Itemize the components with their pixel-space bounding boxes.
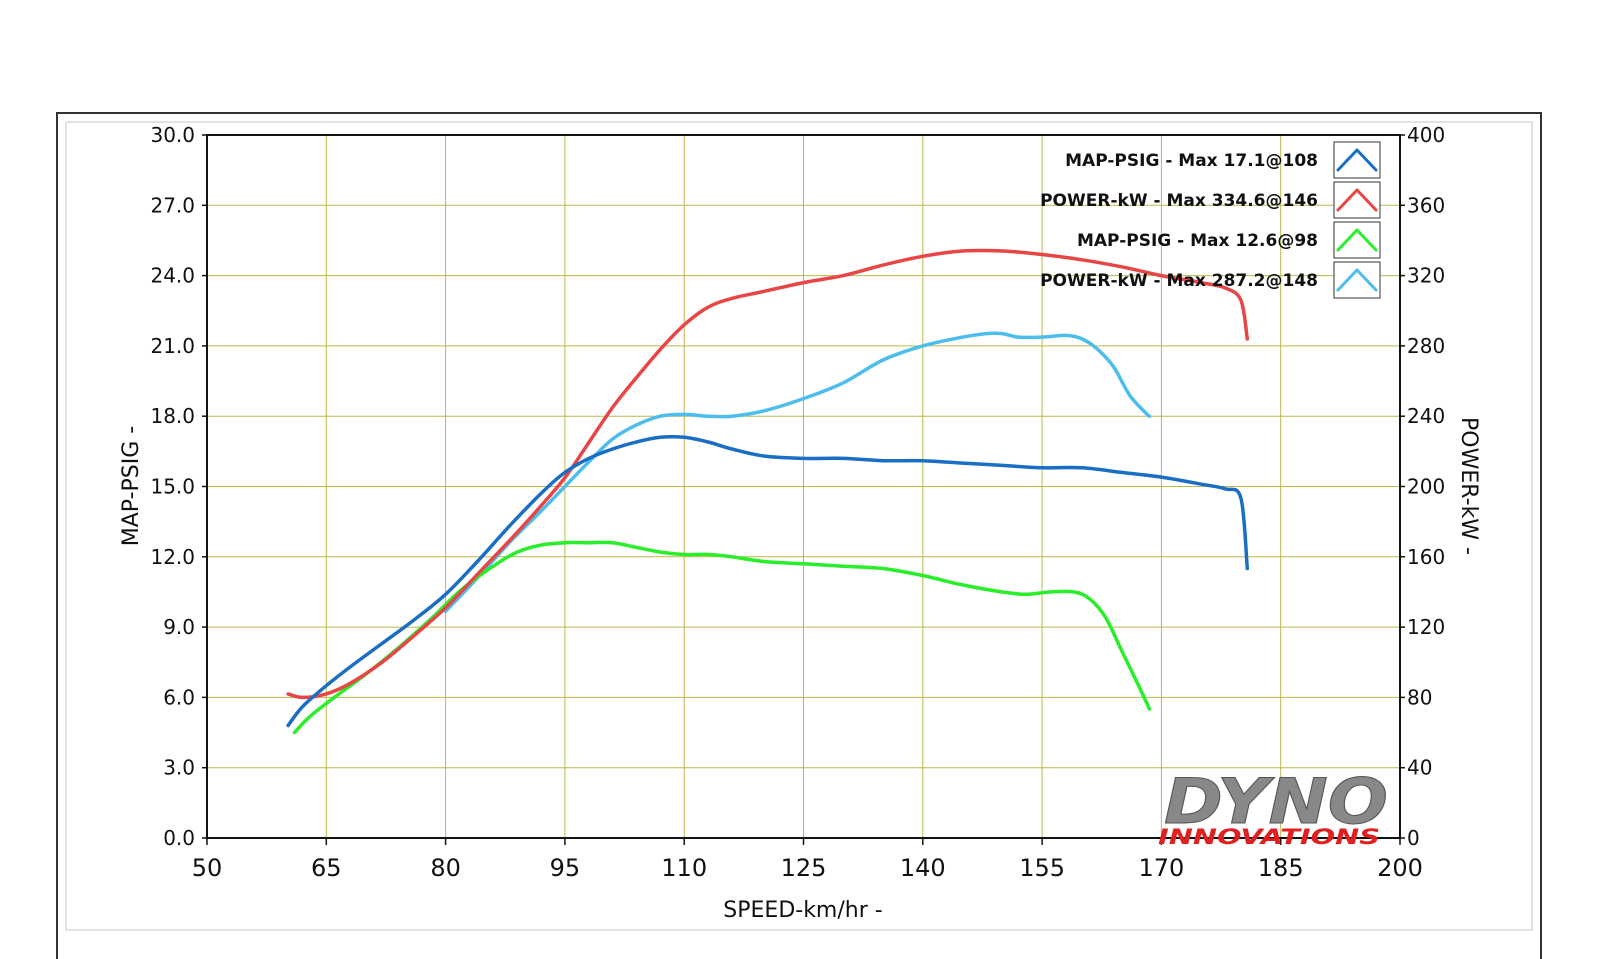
y-right-tick-label: 40 [1407,756,1432,780]
x-tick-label: 155 [1019,854,1065,882]
logo-innovations-text: INNOVATIONS [1158,825,1380,849]
y-left-tick-label: 30.0 [150,123,195,147]
y-right-tick-label: 360 [1407,193,1445,217]
y-left-tick-label: 9.0 [163,615,195,639]
series-line-3 [292,540,1152,735]
x-tick-label: 125 [781,854,827,882]
x-tick-label: 185 [1258,854,1304,882]
y-left-tick-label: 15.0 [150,475,195,499]
legend: MAP-PSIG - Max 17.1@108 POWER-kW - Max 33… [1040,141,1381,299]
x-tick-label: 95 [550,854,581,882]
legend-swatch-box [1333,181,1381,219]
dyno-innovations-logo: DYNO INNOVATIONS [1158,765,1389,850]
x-axis-title: SPEED-km/hr - [723,898,882,923]
legend-label: POWER-kW - Max 287.2@148 [1040,271,1318,291]
legend-swatch-line [1336,228,1378,252]
x-tick-label: 80 [430,854,461,882]
y-left-tick-label: 3.0 [163,756,195,780]
x-tick-label: 140 [900,854,946,882]
y-left-axis-title: MAP-PSIG - [119,426,144,546]
y-right-tick-label: 80 [1407,685,1432,709]
legend-swatch-box [1333,221,1381,259]
y-left-tick-label: 18.0 [150,404,195,428]
x-tick-label: 110 [661,854,707,882]
axes: 50 65 80 95 110 125 140 155 170 185 200 0.0 3.0 6.0 9.… [150,123,1445,882]
series-line-1 [286,434,1250,728]
legend-swatch-box [1333,141,1381,179]
legend-swatch-box [1333,261,1381,299]
y-right-tick-label: 200 [1407,475,1445,499]
x-tick-label: 65 [311,854,342,882]
y-left-tick-label: 24.0 [150,264,195,288]
y-right-axis-title: POWER-kW - [1456,417,1481,555]
x-tick-label: 170 [1138,854,1184,882]
series-lines [286,248,1250,735]
series-line-4 [443,331,1152,614]
legend-label: MAP-PSIG - Max 17.1@108 [1065,151,1318,171]
y-left-tick-label: 0.0 [163,826,195,850]
legend-label: MAP-PSIG - Max 12.6@98 [1077,231,1318,251]
legend-swatch-line [1336,268,1378,292]
y-left-tick-label: 12.0 [150,545,195,569]
legend-swatch-line [1336,188,1378,212]
y-right-tick-label: 0 [1407,826,1420,850]
x-tick-label: 50 [192,854,223,882]
y-right-tick-label: 240 [1407,404,1445,428]
x-tick-label: 200 [1377,854,1423,882]
y-right-tick-label: 400 [1407,123,1445,147]
y-right-tick-label: 320 [1407,264,1445,288]
y-left-tick-label: 27.0 [150,193,195,217]
y-left-tick-label: 6.0 [163,685,195,709]
logo-dyno-text: DYNO [1164,765,1388,838]
inner-frame [65,121,1533,931]
y-right-tick-label: 120 [1407,615,1445,639]
y-left-tick-label: 21.0 [150,334,195,358]
legend-label: POWER-kW - Max 334.6@146 [1040,191,1318,211]
legend-swatch-line [1336,148,1378,172]
series-line-2 [286,248,1250,700]
grid [207,135,1400,838]
y-right-tick-label: 280 [1407,334,1445,358]
y-right-tick-label: 160 [1407,545,1445,569]
